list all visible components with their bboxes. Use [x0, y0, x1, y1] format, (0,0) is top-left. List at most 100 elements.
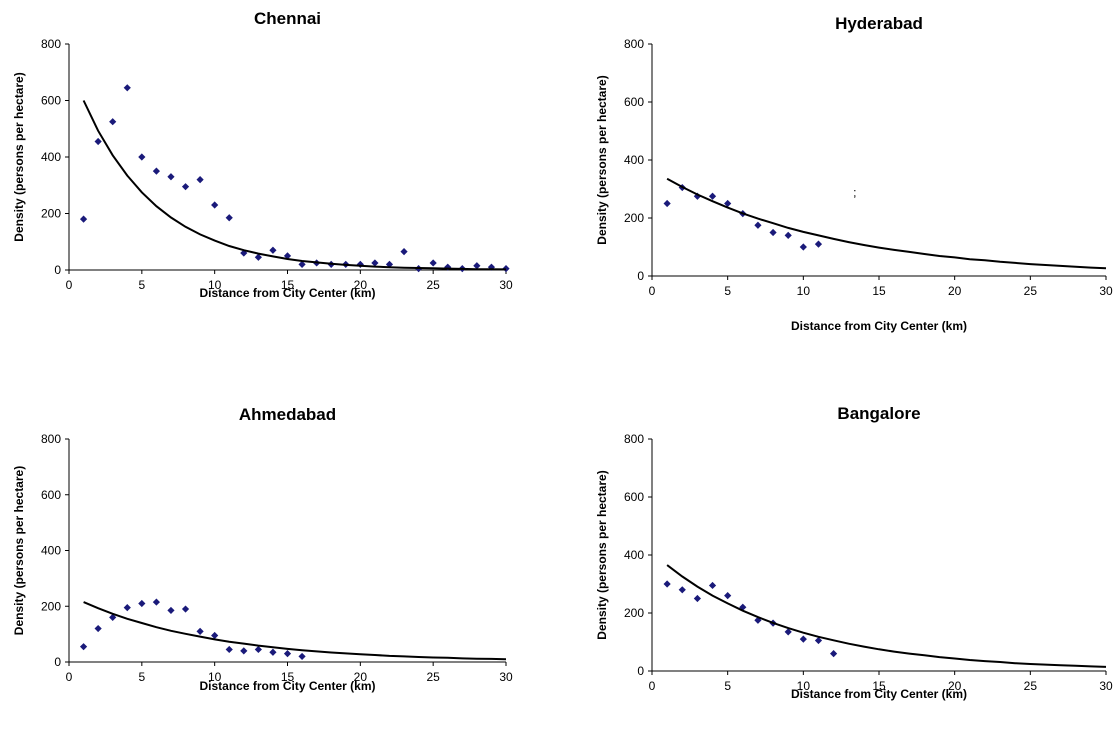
x-tick-label: 30 [499, 278, 513, 292]
data-point [678, 586, 686, 594]
x-tick-label: 10 [797, 679, 811, 693]
y-tick-label: 800 [41, 432, 61, 446]
y-tick-label: 0 [54, 655, 61, 669]
data-point [663, 199, 671, 208]
x-axis-label: Distance from City Center (km) [199, 286, 375, 300]
y-tick-label: 800 [624, 37, 644, 51]
x-tick-label: 0 [649, 284, 656, 298]
data-point [225, 214, 233, 222]
y-tick-label: 200 [41, 207, 61, 221]
data-point [196, 627, 204, 635]
data-point [123, 84, 131, 92]
data-point [138, 153, 146, 161]
x-tick-label: 0 [66, 278, 73, 292]
data-point [487, 263, 496, 271]
fitted-density-curve [666, 177, 1107, 270]
y-tick-label: 800 [41, 37, 61, 51]
y-tick-label: 200 [624, 211, 644, 225]
x-tick-label: 5 [724, 284, 731, 298]
data-point [830, 650, 838, 658]
data-point [254, 253, 262, 261]
data-point [211, 201, 219, 209]
data-point [167, 173, 175, 181]
x-axis-label: Distance from City Center (km) [791, 319, 967, 333]
chart-annotation: ; [853, 185, 856, 199]
data-point [708, 192, 717, 200]
chart-panel-hyderabad: Hyderabad 0 200 400 600 800 0 5 10 15 20 25 30 Distan… [595, 14, 1113, 333]
x-tick-label: 15 [281, 670, 295, 684]
x-tick-label: 10 [797, 284, 811, 298]
fitted-density-curve [82, 100, 507, 271]
data-point [814, 240, 823, 248]
data-point [240, 647, 248, 655]
chart-panel-ahmedabad: Ahmedabad 0 200 400 600 800 0 5 10 15 20 25 30 Distan… [12, 405, 513, 693]
y-tick-label: 400 [624, 153, 644, 167]
chart-title: Chennai [254, 9, 321, 28]
chart-panel-chennai: Chennai 0 200 400 600 800 0 5 10 15 20 25 30 Distance… [12, 9, 513, 300]
fitted-density-curve [666, 564, 1107, 668]
x-tick-label: 5 [724, 679, 731, 693]
x-tick-label: 10 [208, 278, 222, 292]
data-point [167, 606, 175, 615]
x-tick-label: 25 [426, 670, 440, 684]
y-tick-label: 600 [624, 490, 644, 504]
data-point [254, 645, 262, 654]
x-axis-label: Distance from City Center (km) [791, 687, 967, 701]
data-point [123, 604, 131, 612]
y-tick-label: 600 [41, 94, 61, 108]
data-point [473, 262, 481, 270]
data-point [79, 215, 88, 223]
data-point [799, 243, 807, 251]
x-tick-label: 10 [208, 670, 222, 684]
x-tick-label: 15 [872, 679, 886, 693]
x-tick-label: 30 [499, 670, 513, 684]
data-point [109, 613, 117, 621]
data-point [784, 628, 792, 636]
chart-title: Bangalore [837, 404, 920, 423]
data-point [225, 645, 233, 654]
y-tick-label: 400 [624, 548, 644, 562]
data-point [181, 183, 190, 191]
data-point [152, 598, 160, 606]
chart-title: Ahmedabad [239, 405, 336, 424]
data-point [400, 248, 408, 256]
y-tick-label: 0 [637, 664, 644, 678]
x-tick-label: 20 [354, 278, 368, 292]
x-tick-label: 5 [138, 278, 145, 292]
data-point [298, 260, 306, 268]
x-tick-label: 15 [281, 278, 295, 292]
data-point [94, 624, 102, 633]
x-tick-label: 30 [1099, 284, 1113, 298]
x-tick-label: 25 [426, 278, 440, 292]
data-point [799, 635, 807, 643]
data-point [152, 167, 160, 175]
data-point [269, 246, 277, 254]
data-point [211, 631, 219, 640]
y-tick-label: 400 [41, 544, 61, 558]
y-tick-label: 800 [624, 432, 644, 446]
data-point [769, 228, 777, 237]
x-tick-label: 15 [872, 284, 886, 298]
data-point [754, 221, 762, 229]
y-tick-label: 200 [41, 599, 61, 613]
x-tick-label: 20 [948, 284, 962, 298]
x-tick-label: 30 [1099, 679, 1113, 693]
y-tick-label: 600 [624, 95, 644, 109]
y-tick-label: 200 [624, 606, 644, 620]
data-point [371, 259, 379, 267]
chart-panel-bangalore: Bangalore 0 200 400 600 800 0 5 10 15 20 25 30 Distan… [595, 404, 1113, 701]
chart-title: Hyderabad [835, 14, 923, 33]
x-tick-label: 0 [649, 679, 656, 693]
data-point [724, 199, 732, 208]
data-point [708, 581, 717, 590]
x-tick-label: 25 [1024, 679, 1038, 693]
y-tick-label: 0 [54, 263, 61, 277]
data-point [138, 599, 146, 608]
data-point [181, 605, 190, 613]
data-point [784, 231, 792, 239]
x-tick-label: 0 [66, 670, 73, 684]
y-axis-label: Density (persons per hectare) [595, 75, 609, 244]
data-point [283, 650, 292, 658]
y-axis-label: Density (persons per hectare) [12, 72, 26, 241]
